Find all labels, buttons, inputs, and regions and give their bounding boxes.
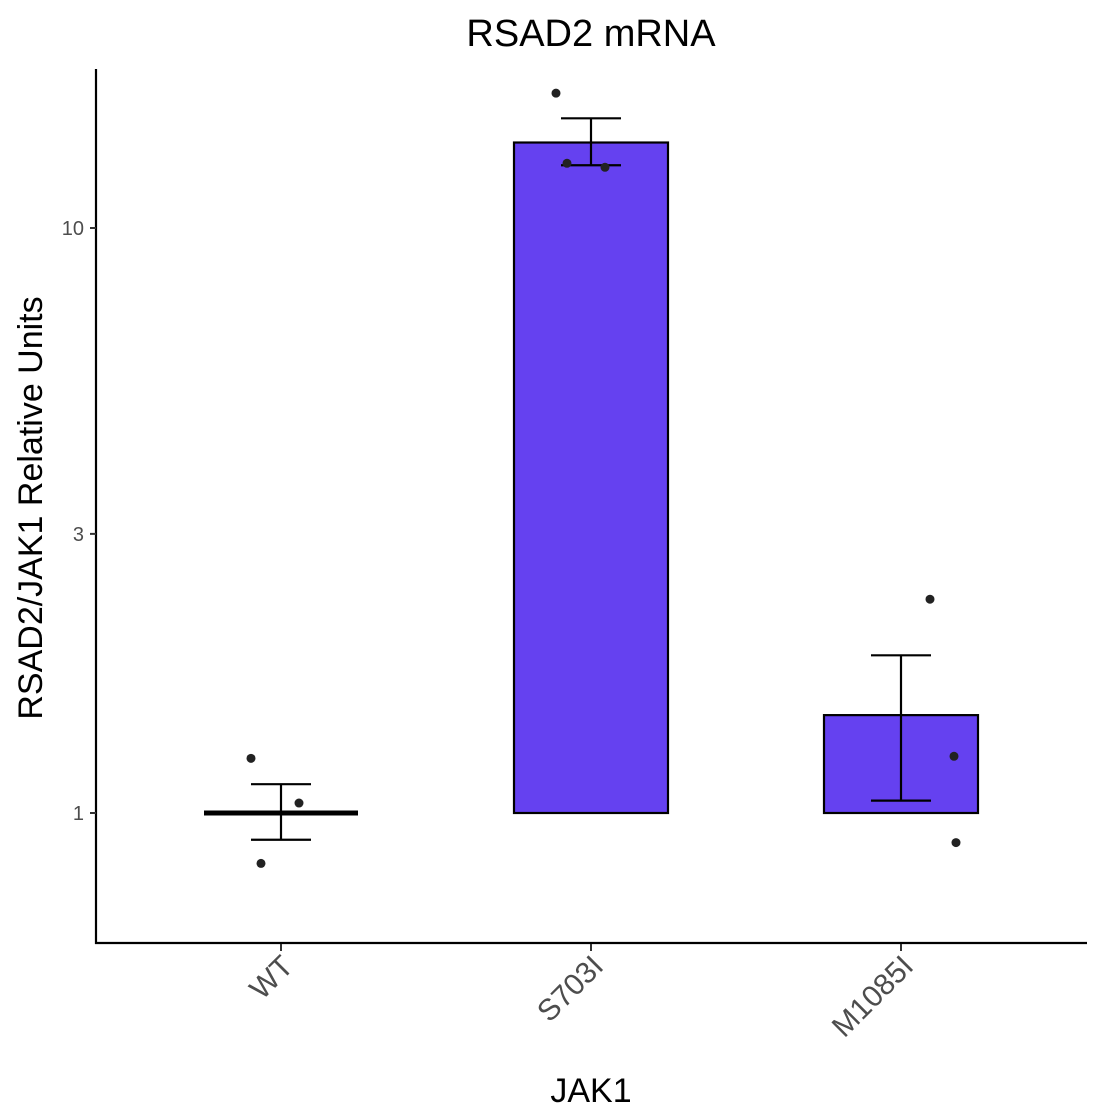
x-axis-ticks: WT S703I M1085I	[244, 944, 920, 1044]
y-axis-ticks: 1 3 10	[62, 218, 96, 825]
plot-area	[204, 88, 980, 868]
x-tick-label: WT	[244, 950, 300, 1006]
y-tick-label: 3	[73, 524, 84, 546]
data-point	[246, 753, 256, 763]
data-point	[951, 838, 961, 848]
y-axis-title: RSAD2/JAK1 Relative Units	[12, 296, 50, 719]
data-point	[600, 162, 610, 172]
x-axis-title: JAK1	[550, 1072, 631, 1110]
data-point	[256, 858, 266, 868]
y-tick-label: 1	[73, 803, 84, 825]
chart-title: RSAD2 mRNA	[466, 13, 716, 55]
data-point	[949, 751, 959, 761]
bar-S703I	[512, 141, 670, 815]
y-tick-label: 10	[62, 218, 84, 240]
data-point	[294, 798, 304, 808]
data-point	[925, 594, 935, 604]
data-point	[551, 88, 561, 98]
x-tick-label: M1085I	[826, 950, 920, 1044]
x-tick-label: S703I	[531, 950, 610, 1029]
data-point	[562, 158, 572, 168]
